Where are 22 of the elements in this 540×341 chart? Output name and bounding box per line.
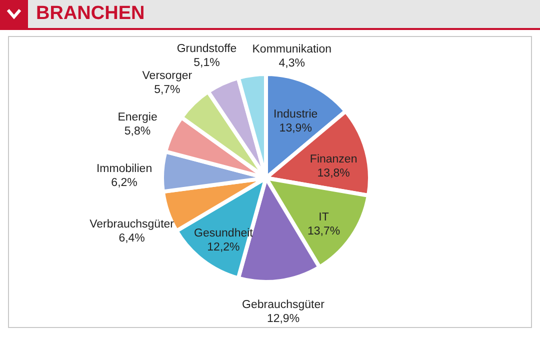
slice-label: Gebrauchsgüter [242,298,325,311]
slice-label: Industrie [274,108,318,121]
data-label: 12,2% [207,242,240,254]
data-label: 13,8% [317,168,350,180]
data-label: 6,4% [118,232,145,244]
slice-label: Immobilien [96,163,152,176]
data-label: 13,9% [279,122,312,135]
data-label: 5,8% [124,126,151,138]
slice-label: Finanzen [310,154,358,166]
data-label: 12,9% [266,312,300,325]
slice-label: Verbrauchsgüter [90,218,174,230]
data-label: 13,7% [307,226,340,238]
slice-label: Energie [118,112,158,124]
chart-title: BRANCHEN [36,3,145,25]
data-label: 6,2% [111,177,138,190]
slice-label: Versorger [142,70,192,82]
data-label: 5,1% [194,56,220,69]
slice-label: IT [318,212,329,224]
slice-label: Grundstoffe [176,42,237,55]
data-label: 5,7% [154,84,180,96]
data-label: 4,3% [278,57,305,70]
slice-label: Kommunikation [252,43,332,56]
